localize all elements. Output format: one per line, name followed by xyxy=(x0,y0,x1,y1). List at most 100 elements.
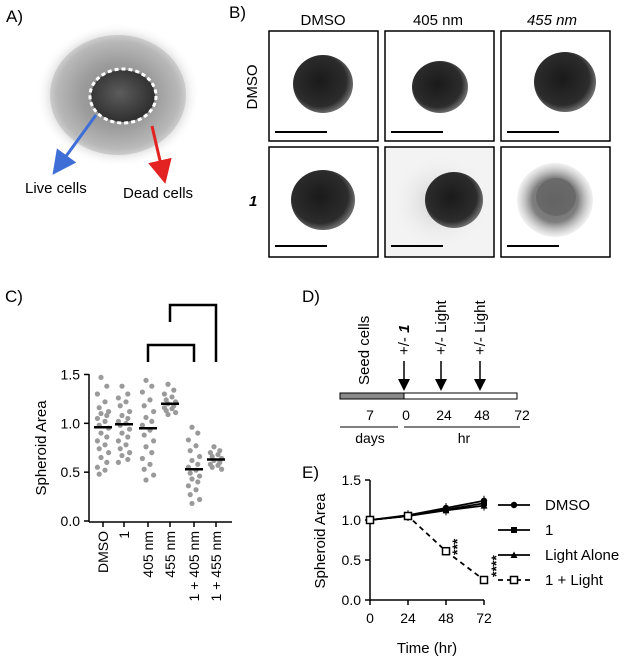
d-unit-days: days xyxy=(355,430,385,446)
c-data-point xyxy=(141,403,147,409)
c-data-point xyxy=(215,451,221,458)
c-data-point xyxy=(197,453,203,460)
c-data-point xyxy=(151,438,157,444)
e-marker-open-square xyxy=(509,575,519,585)
c-data-point xyxy=(117,403,123,409)
c-data-point xyxy=(119,383,125,389)
c-data-point xyxy=(94,391,100,397)
c-data-point xyxy=(123,442,129,448)
col-header-dmso: DMSO xyxy=(301,12,346,29)
c-data-point xyxy=(151,408,157,415)
c-data-point xyxy=(139,422,145,428)
c-data-point xyxy=(163,408,169,414)
c-data-point xyxy=(102,399,108,405)
c-data-point xyxy=(189,424,195,430)
c-bracket xyxy=(168,303,218,362)
c-data-point xyxy=(115,395,121,401)
c-data-point xyxy=(185,437,191,443)
e-marker-open-square xyxy=(441,546,451,556)
panel-label-d: D) xyxy=(302,287,320,306)
d-tick-24: 24 xyxy=(436,407,452,423)
c-data-point xyxy=(143,444,149,450)
c-x-tick-label: 1 + 455 nm xyxy=(208,531,224,601)
d-unit-hr: hr xyxy=(458,430,471,446)
c-data-point xyxy=(149,450,155,456)
d-tick-0: 0 xyxy=(402,407,410,423)
col-header-455: 455 nm xyxy=(527,12,577,29)
c-data-point xyxy=(149,418,155,424)
panel-c-chart: Spheroid Area 0.0 0.5 1.0 1.5 DMSO 1 405 nm 45… xyxy=(33,303,232,601)
c-data-point xyxy=(104,434,110,440)
c-data-point xyxy=(209,453,215,460)
spheroid-core xyxy=(91,70,155,122)
c-y-tick-label: 0.0 xyxy=(61,513,81,529)
c-data-point xyxy=(149,383,155,389)
c-y-tick-label: 0.5 xyxy=(61,464,81,480)
c-data-point xyxy=(102,418,108,424)
c-data-point xyxy=(143,477,149,483)
c-data-point xyxy=(197,473,203,479)
c-data-point xyxy=(104,383,110,389)
panel-label-c: C) xyxy=(5,287,23,306)
e-sig-48: *** xyxy=(449,538,465,555)
c-data-point xyxy=(115,438,121,444)
d-tick-7: 7 xyxy=(366,407,374,423)
dead-cells-label: Dead cells xyxy=(123,185,193,202)
c-x-tick-label: 1 xyxy=(116,531,132,539)
c-data-point xyxy=(195,430,201,436)
e-legend-label: DMSO xyxy=(545,497,590,514)
c-data-point xyxy=(189,457,195,464)
e-x-tick-label: 72 xyxy=(476,610,492,626)
e-legend-label: 1 + Light xyxy=(545,572,604,589)
c-data-point xyxy=(169,406,175,412)
panel-e-chart: Spheroid Area Time (hr) 0.0 0.5 1.0 1.5 0 24… xyxy=(312,472,619,657)
c-data-point xyxy=(119,430,125,436)
e-legend-label: Light Alone xyxy=(545,547,619,564)
e-legend-label: 1 xyxy=(545,522,553,539)
c-data-point xyxy=(189,500,195,507)
c-data-point xyxy=(125,391,131,397)
c-data-point xyxy=(104,459,110,465)
row-header-dmso: DMSO xyxy=(244,65,261,110)
e-marker-open-square xyxy=(403,511,413,521)
panel-d-timeline: 7 0 24 48 72 days hr Seed cells +/- 1 +/… xyxy=(339,300,530,446)
c-data-point xyxy=(219,466,225,472)
c-data-point xyxy=(143,414,149,421)
panel-label-e: E) xyxy=(302,463,319,482)
c-data-point xyxy=(195,461,201,467)
c-data-point xyxy=(127,426,133,432)
e-y-tick-label: 1.5 xyxy=(342,472,362,488)
c-data-point xyxy=(139,455,145,462)
c-data-point xyxy=(96,405,102,411)
c-data-point xyxy=(207,450,213,456)
c-x-tick-label: 405 nm xyxy=(140,531,156,578)
c-data-point xyxy=(104,412,110,419)
c-data-point xyxy=(151,472,157,478)
c-data-point xyxy=(94,438,100,444)
c-data-point xyxy=(96,446,102,452)
d-event-light-48: +/- Light xyxy=(472,300,489,355)
c-data-point xyxy=(102,467,108,473)
timeline-seed-bar xyxy=(339,392,405,400)
c-data-point xyxy=(106,450,112,456)
e-marker-circle xyxy=(510,501,518,509)
c-data-point xyxy=(139,389,145,395)
e-x-tick-label: 0 xyxy=(366,610,374,626)
e-y-axis-label: Spheroid Area xyxy=(312,493,329,589)
c-data-point xyxy=(127,450,133,456)
e-y-tick-label: 0.5 xyxy=(342,552,362,568)
c-y-tick-label: 1.0 xyxy=(61,415,81,431)
c-data-point xyxy=(94,415,100,422)
panel-b: DMSO 405 nm 455 nm DMSO 1 xyxy=(244,12,611,258)
d-event-seed: Seed cells xyxy=(356,316,373,385)
c-data-point xyxy=(143,377,149,383)
e-y-tick-label: 0.0 xyxy=(342,592,362,608)
e-series-line xyxy=(369,515,485,581)
timeline-treatment-bar xyxy=(403,392,518,400)
c-data-point xyxy=(125,456,131,463)
panel-a: Live cells Dead cells xyxy=(25,23,200,202)
c-data-point xyxy=(173,409,179,416)
live-cells-arrow xyxy=(52,114,98,175)
c-data-point xyxy=(193,443,199,449)
